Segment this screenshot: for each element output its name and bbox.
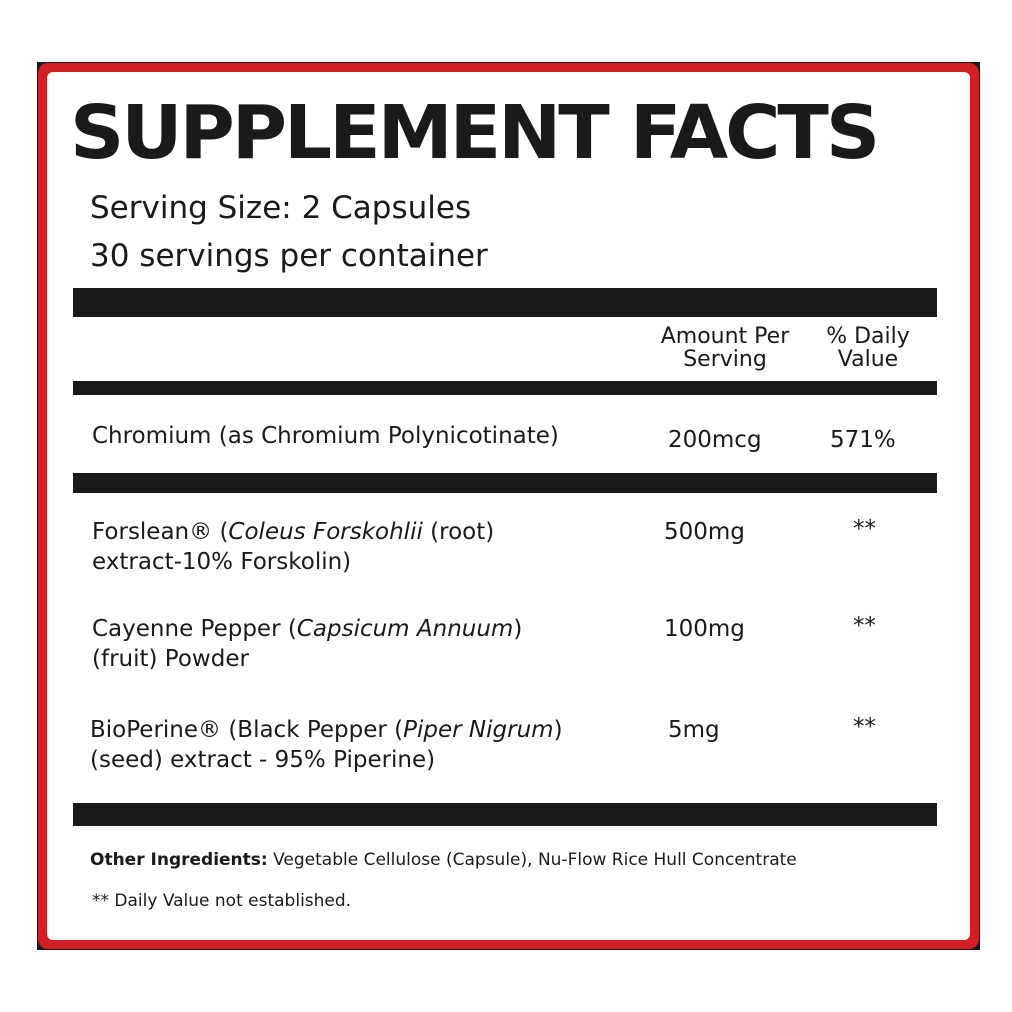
name-line2: (seed) extract - 95% Piperine) xyxy=(90,747,436,773)
name-part: Forslean® ( xyxy=(92,519,229,545)
servings-per-container: 30 servings per container xyxy=(90,238,488,274)
other-ingredients-label: Other Ingredients: xyxy=(90,850,268,870)
amount-header-line1: Amount Per xyxy=(660,324,790,349)
ingredient-dv: ** xyxy=(853,714,876,740)
ingredient-name: BioPerine® (Black Pepper (Piper Nigrum) (… xyxy=(90,715,563,775)
serving-size: Serving Size: 2 Capsules xyxy=(90,190,472,226)
page-title: SUPPLEMENT FACTS xyxy=(70,90,880,176)
divider-bar xyxy=(73,803,937,826)
ingredient-amount: 5mg xyxy=(668,717,720,743)
name-italic: Piper Nigrum xyxy=(403,717,554,743)
ingredient-dv: ** xyxy=(853,516,876,542)
dv-header-line1: % Daily xyxy=(826,324,910,349)
ingredient-amount: 500mg xyxy=(664,519,745,545)
ingredient-name: Chromium (as Chromium Polynicotinate) xyxy=(92,423,559,449)
other-ingredients: Other Ingredients: Vegetable Cellulose (… xyxy=(90,850,797,870)
amount-header: Amount Per Serving xyxy=(640,325,810,371)
name-line2: (fruit) Powder xyxy=(92,646,249,672)
name-part: ) xyxy=(553,717,563,743)
name-part: (root) xyxy=(422,519,495,545)
ingredient-name: Cayenne Pepper (Capsicum Annuum) (fruit) … xyxy=(92,614,522,674)
dv-header: % Daily Value xyxy=(808,325,928,371)
label-panel xyxy=(47,72,970,940)
other-ingredients-text: Vegetable Cellulose (Capsule), Nu-Flow R… xyxy=(267,850,797,870)
name-part: ) xyxy=(513,616,523,642)
footnote: ** Daily Value not established. xyxy=(92,891,352,911)
divider-bar xyxy=(73,381,937,395)
amount-header-line2: Serving xyxy=(683,347,767,372)
name-italic: Capsicum Annuum xyxy=(296,616,514,642)
name-part: Cayenne Pepper ( xyxy=(92,616,297,642)
dv-header-line2: Value xyxy=(837,347,899,372)
ingredient-amount: 200mcg xyxy=(668,427,762,453)
ingredient-amount: 100mg xyxy=(664,616,745,642)
ingredient-dv: 571% xyxy=(830,427,896,453)
name-italic: Coleus Forskohlii xyxy=(228,519,423,545)
divider-bar xyxy=(73,473,937,493)
name-part: BioPerine® (Black Pepper ( xyxy=(90,717,404,743)
name-line2: extract-10% Forskolin) xyxy=(92,549,352,575)
divider-bar xyxy=(73,288,937,317)
ingredient-dv: ** xyxy=(853,613,876,639)
ingredient-name: Forslean® (Coleus Forskohlii (root) extra… xyxy=(92,517,494,577)
